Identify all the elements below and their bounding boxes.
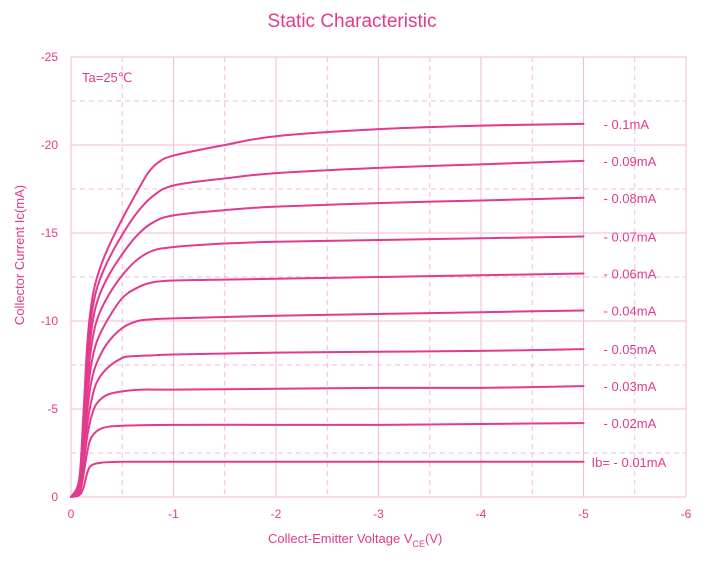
x-tick-label: -1 [168, 507, 179, 521]
series-line [70, 422, 585, 498]
series-label: Ib= - 0.01mA [592, 455, 667, 470]
x-axis-label: Collect-Emitter Voltage VCE(V) [268, 531, 442, 549]
x-tick-label: 0 [68, 507, 75, 521]
chart-title: Static Characteristic [268, 11, 437, 32]
series-label: - 0.08mA [604, 191, 657, 206]
series-label: - 0.04mA [604, 303, 657, 318]
y-tick-label: -15 [41, 226, 59, 240]
x-axis-label-tail: (V) [425, 531, 442, 546]
y-axis-ticks: 0 -5 -10 -15 -20 -25 [41, 50, 59, 504]
series-line [70, 122, 585, 498]
y-axis-label: Collector Current Ic(mA) [12, 185, 27, 325]
series-label: - 0.09mA [604, 154, 657, 169]
series-label: - 0.07mA [604, 230, 657, 245]
x-axis-ticks: 0 -1 -2 -3 -4 -5 -6 [68, 507, 692, 521]
y-tick-label: -10 [41, 314, 59, 328]
x-tick-label: -4 [476, 507, 487, 521]
x-tick-label: -5 [578, 507, 589, 521]
series-label: - 0.03mA [604, 379, 657, 394]
series-label: - 0.06mA [604, 266, 657, 281]
series-label: - 0.05mA [604, 342, 657, 357]
y-tick-label: 0 [51, 490, 58, 504]
y-tick-label: -20 [41, 138, 59, 152]
x-tick-label: -2 [271, 507, 282, 521]
series-label: - 0.02mA [604, 416, 657, 431]
temperature-annotation: Ta=25℃ [82, 70, 132, 85]
x-axis-label-main: Collect-Emitter Voltage V [268, 531, 413, 546]
y-tick-label: -25 [41, 50, 59, 64]
x-tick-label: -6 [681, 507, 692, 521]
y-tick-label: -5 [47, 402, 58, 416]
series-lines [70, 122, 585, 498]
x-axis-label-subscript: CE [413, 539, 426, 549]
series-line [70, 460, 585, 498]
series-label: - 0.1mA [604, 117, 650, 132]
series-labels: Ib= - 0.01mA - 0.02mA - 0.03mA - 0.05mA - 0.… [592, 117, 667, 470]
x-tick-label: -3 [373, 507, 384, 521]
